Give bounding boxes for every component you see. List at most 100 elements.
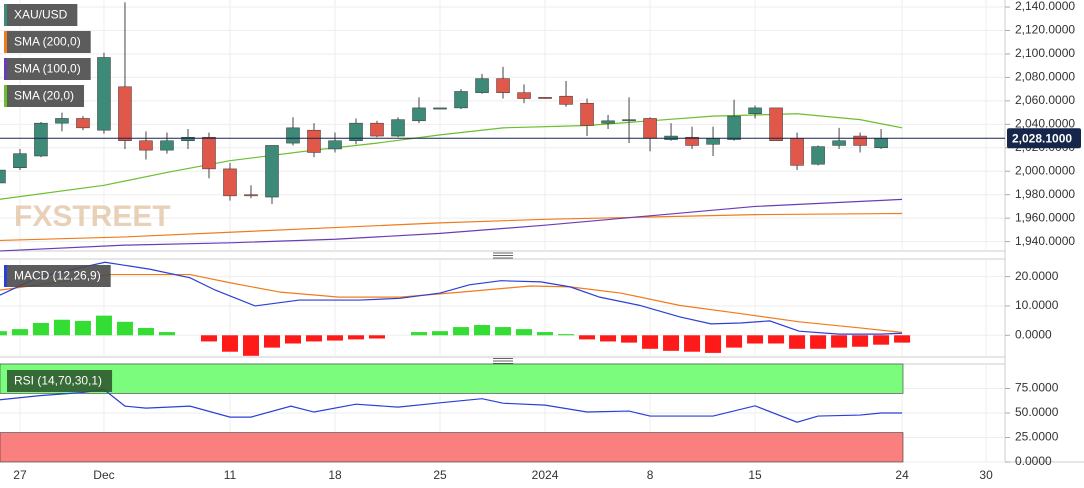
histogram-bar: [537, 332, 554, 336]
candle-body: [34, 122, 48, 157]
candle-body: [265, 145, 279, 198]
histogram-bar: [768, 335, 785, 344]
x-tick-label: 8: [647, 468, 654, 482]
sma-line: [0, 212, 903, 242]
mark-layer: [0, 261, 911, 356]
histogram-bar: [137, 327, 154, 336]
signal-line: [0, 273, 903, 333]
candle-body: [55, 118, 69, 124]
histogram-bar: [831, 335, 848, 348]
candle-body: [349, 122, 363, 141]
histogram-bar: [158, 332, 175, 336]
legend-box: [4, 58, 91, 80]
grid-layer: [0, 0, 1010, 251]
histogram-bar: [474, 325, 491, 336]
y-tick-label: 1,960.0000: [1015, 210, 1075, 224]
histogram-bar: [642, 335, 659, 349]
legend-swatch: [4, 370, 7, 392]
resize-handle[interactable]: [493, 252, 513, 364]
macd-line: [0, 261, 903, 335]
histogram-bar: [726, 335, 743, 348]
y-tick-label: 2,100.0000: [1015, 46, 1075, 60]
legend-swatch: [4, 4, 7, 26]
x-tick-label: 18: [328, 468, 342, 482]
legend-swatch: [4, 85, 7, 107]
y-tick-label: 2,080.0000: [1015, 70, 1075, 84]
histogram-bar: [684, 335, 701, 352]
histogram-bar: [810, 335, 827, 349]
histogram-bar: [495, 327, 512, 336]
watermark: FXSTREET: [14, 200, 171, 233]
candle-body: [223, 168, 237, 197]
legend-box: [4, 265, 111, 287]
candle-body: [328, 140, 342, 150]
y-tick-label: 25.0000: [1015, 430, 1059, 444]
candle-body: [538, 97, 552, 99]
histogram-bar: [516, 329, 533, 336]
candle-body: [769, 107, 783, 141]
histogram-bar: [305, 335, 322, 342]
histogram-bar: [558, 334, 575, 336]
candle-body: [790, 138, 804, 166]
x-tick-label: 25: [433, 468, 447, 482]
candle-body: [202, 136, 216, 170]
histogram-bar: [789, 335, 806, 349]
histogram-bar: [579, 335, 596, 340]
histogram-bar: [369, 335, 386, 339]
histogram-bar: [53, 319, 70, 336]
candle-body: [118, 86, 132, 141]
candle-body: [580, 102, 594, 126]
histogram-bar: [432, 331, 449, 336]
histogram-bar: [894, 335, 911, 343]
candle-body: [412, 107, 426, 122]
x-tick-label: 11: [224, 468, 237, 482]
rsi-band: [0, 363, 904, 394]
histogram-bar: [747, 335, 764, 344]
legend-box: [4, 31, 91, 53]
candle-body: [391, 119, 405, 137]
candle-body: [706, 138, 720, 145]
x-tick-label: 30: [979, 468, 993, 482]
histogram-bar: [453, 327, 470, 336]
candle-body: [643, 118, 657, 139]
y-tick-label: 1,940.0000: [1015, 234, 1075, 248]
histogram-bar: [705, 335, 722, 353]
y-tick-label: 2,060.0000: [1015, 93, 1075, 107]
x-tick-label: Dec: [93, 468, 114, 482]
candle-body: [874, 138, 888, 149]
candle-body: [475, 78, 489, 93]
y-tick-label: 0.0000: [1015, 454, 1052, 468]
candle-body: [811, 146, 825, 165]
candle-body: [97, 57, 111, 131]
histogram-bar: [32, 322, 49, 336]
last-price-label: 2,028.1000: [1012, 131, 1072, 145]
x-tick-label: 2024: [532, 468, 559, 482]
legend-swatch: [4, 265, 7, 287]
legend-label: SMA (100,0): [14, 62, 81, 76]
histogram-bar: [411, 332, 428, 336]
candle-body: [622, 119, 636, 122]
y-tick-label: 10.0000: [1015, 298, 1059, 312]
legend-swatch: [4, 31, 7, 53]
candle-body: [517, 92, 531, 99]
candle-body: [286, 127, 300, 144]
candle-body: [181, 136, 195, 141]
y-tick-label: 0.0000: [1015, 327, 1052, 341]
x-tick-label: 27: [13, 468, 27, 482]
y-tick-label: 2,140.0000: [1015, 0, 1075, 13]
candle-body: [139, 140, 153, 151]
x-tick-label: 24: [895, 468, 909, 482]
candle-body: [601, 120, 615, 124]
histogram-bar: [74, 320, 91, 336]
histogram-bar: [348, 335, 365, 340]
histogram-bar: [11, 329, 28, 336]
legend-label: MACD (12,26,9): [14, 269, 101, 283]
histogram-bar: [600, 335, 617, 342]
legend-label: SMA (20,0): [14, 89, 74, 103]
candle-body: [307, 129, 321, 153]
histogram-bar: [200, 335, 217, 342]
histogram-bar: [621, 335, 638, 343]
legend-swatch: [4, 58, 7, 80]
mark-layer: [0, 363, 904, 463]
